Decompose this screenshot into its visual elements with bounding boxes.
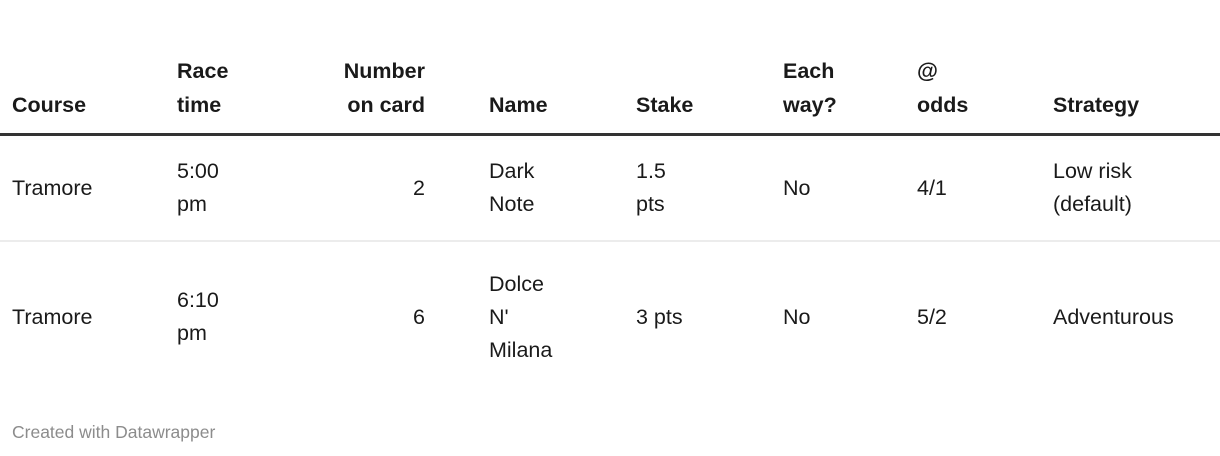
row2-odds-cell: 5/2 <box>905 242 1041 392</box>
row1-stake-value: 1.5 pts <box>636 159 666 216</box>
row2-number-on-card-cell: 6 <box>277 242 437 392</box>
row2-race-time-value: 6:10 pm <box>177 288 219 345</box>
row1-each-way-cell: No <box>771 136 905 242</box>
row2-race-time-cell: 6:10 pm <box>165 242 277 392</box>
row2-each-way-value: No <box>783 304 811 329</box>
column-header-course: Course <box>0 0 165 136</box>
row2-name-cell: Dolce N' Milana <box>437 242 624 392</box>
row2-number-on-card-value: 6 <box>413 304 425 329</box>
row1-race-time-value: 5:00 pm <box>177 159 219 216</box>
row1-course-cell: Tramore <box>0 136 165 242</box>
row1-strategy-value: Low risk (default) <box>1053 159 1132 216</box>
column-header-name-label: Name <box>489 93 548 117</box>
column-header-name: Name <box>437 0 624 136</box>
row2-name-value: Dolce N' Milana <box>489 271 553 362</box>
bets-table: Course Race time Number on card Name Sta… <box>0 0 1220 392</box>
column-header-number-on-card-label: Number on card <box>343 59 425 117</box>
row1-number-on-card-value: 2 <box>413 175 425 200</box>
column-header-each-way: Each way? <box>771 0 905 136</box>
row2-each-way-cell: No <box>771 242 905 392</box>
row2-stake-cell: 3 pts <box>624 242 771 392</box>
row1-race-time-cell: 5:00 pm <box>165 136 277 242</box>
row2-course-value: Tramore <box>12 304 93 329</box>
column-header-stake-label: Stake <box>636 93 694 117</box>
row1-number-on-card-cell: 2 <box>277 136 437 242</box>
row2-course-cell: Tramore <box>0 242 165 392</box>
row1-course-value: Tramore <box>12 175 93 200</box>
row1-name-cell: Dark Note <box>437 136 624 242</box>
column-header-each-way-label: Each way? <box>783 59 837 117</box>
row2-strategy-value: Adventurous <box>1053 304 1174 329</box>
row1-odds-value: 4/1 <box>917 175 947 200</box>
datawrapper-credit-link[interactable]: Created with Datawrapper <box>12 422 216 442</box>
column-header-stake: Stake <box>624 0 771 136</box>
column-header-odds: @ odds <box>905 0 1041 136</box>
column-header-odds-label: @ odds <box>917 59 969 117</box>
column-header-strategy: Strategy <box>1041 0 1220 136</box>
column-header-strategy-label: Strategy <box>1053 93 1140 117</box>
row2-strategy-cell: Adventurous <box>1041 242 1220 392</box>
row1-odds-cell: 4/1 <box>905 136 1041 242</box>
row2-stake-value: 3 pts <box>636 304 683 329</box>
column-header-race-time: Race time <box>165 0 277 136</box>
column-header-course-label: Course <box>12 93 87 117</box>
row1-stake-cell: 1.5 pts <box>624 136 771 242</box>
row1-name-value: Dark Note <box>489 159 535 216</box>
row2-odds-value: 5/2 <box>917 304 947 329</box>
column-header-number-on-card: Number on card <box>277 0 437 136</box>
row1-strategy-cell: Low risk (default) <box>1041 136 1220 242</box>
column-header-race-time-label: Race time <box>177 59 229 117</box>
row1-each-way-value: No <box>783 175 811 200</box>
